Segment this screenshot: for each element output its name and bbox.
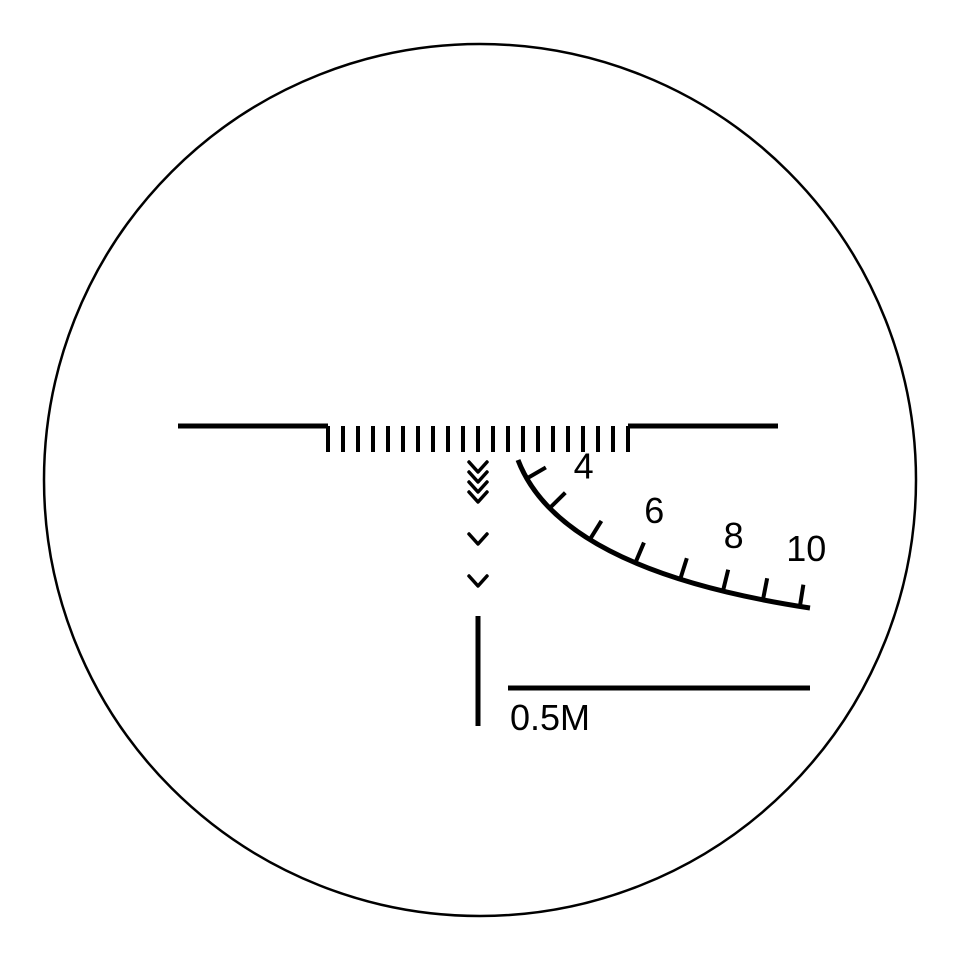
- stadia-label: 4: [574, 445, 594, 486]
- reticle-diagram: 4 6 8 10 0.5M: [0, 0, 960, 960]
- scale-label: 0.5M: [510, 697, 590, 738]
- stadia-label: 8: [724, 515, 744, 556]
- stadia-label: 10: [786, 528, 826, 569]
- stadia-label: 6: [644, 490, 664, 531]
